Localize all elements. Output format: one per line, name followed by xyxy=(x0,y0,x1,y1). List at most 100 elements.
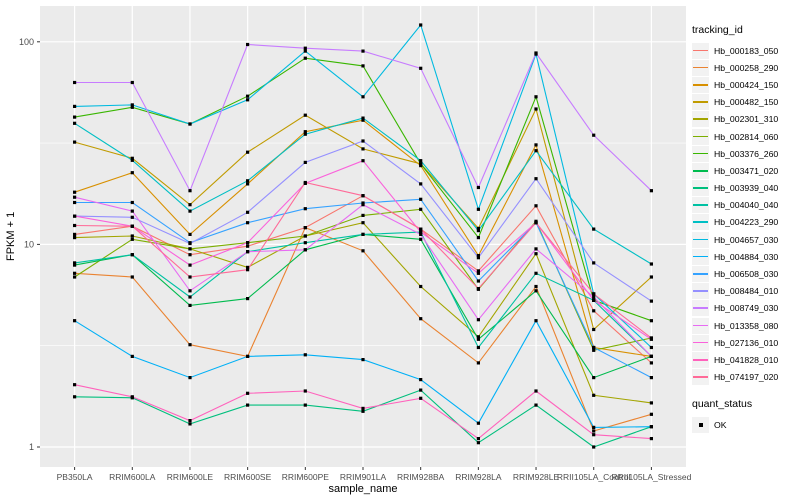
data-point xyxy=(361,95,365,99)
data-point xyxy=(188,275,192,279)
data-point xyxy=(188,203,192,207)
data-point xyxy=(476,318,480,322)
data-point xyxy=(188,343,192,347)
legend-key-swatch xyxy=(692,317,709,334)
data-point xyxy=(419,230,423,234)
legend-key-line xyxy=(693,49,708,52)
legend-entry-label: Hb_008749_030 xyxy=(714,303,779,314)
data-point xyxy=(303,160,307,164)
data-point xyxy=(361,116,365,120)
data-point xyxy=(592,298,596,302)
legend-entry-hb_002301_310: Hb_002301_310 xyxy=(692,111,798,128)
x-tick-label: RRIM600LA xyxy=(109,472,156,482)
data-point xyxy=(649,319,653,323)
data-point xyxy=(246,268,250,272)
data-point xyxy=(361,159,365,163)
data-point xyxy=(303,207,307,211)
data-point xyxy=(419,378,423,382)
data-point xyxy=(649,361,653,365)
data-point xyxy=(73,223,77,228)
legend-entry-hb_000258_290: Hb_000258_290 xyxy=(692,59,798,76)
data-point xyxy=(592,261,596,265)
legend2-entries: OK xyxy=(692,416,798,433)
data-point xyxy=(419,207,423,211)
legend-entry-label: Hb_002814_060 xyxy=(714,131,779,142)
data-point xyxy=(592,348,596,352)
data-point xyxy=(476,421,480,425)
legend-entry-label: Hb_000424_150 xyxy=(714,79,779,90)
data-point xyxy=(303,353,307,357)
legend-entry-hb_004040_040: Hb_004040_040 xyxy=(692,197,798,214)
data-point xyxy=(246,42,250,47)
data-point xyxy=(246,150,250,154)
data-point xyxy=(534,143,538,147)
legend-key-line xyxy=(693,66,708,69)
data-point xyxy=(419,396,423,400)
data-point xyxy=(649,275,653,279)
data-point xyxy=(419,284,423,289)
data-point xyxy=(649,299,653,303)
data-point xyxy=(73,121,77,125)
x-tick-label: RRII105LA_Stressed xyxy=(611,472,691,482)
data-point xyxy=(534,51,538,55)
data-point xyxy=(303,46,307,50)
data-point xyxy=(246,241,250,245)
data-point xyxy=(361,221,365,225)
data-point xyxy=(476,335,480,339)
legend-key-swatch xyxy=(692,162,709,179)
legend-key-swatch xyxy=(692,94,709,111)
data-point xyxy=(592,345,596,350)
legend-key-line xyxy=(693,290,708,292)
data-point xyxy=(419,237,423,241)
legend-key-swatch xyxy=(692,180,709,197)
data-point xyxy=(188,241,192,246)
data-point xyxy=(419,227,423,231)
data-point xyxy=(303,49,307,53)
data-point xyxy=(476,271,480,275)
data-point xyxy=(649,189,653,193)
data-point xyxy=(649,376,653,380)
legend-quant-status: quant_status OK xyxy=(692,398,798,433)
data-point xyxy=(361,409,365,413)
data-point xyxy=(73,275,77,279)
y-tick-label: 100 xyxy=(19,37,34,47)
data-point xyxy=(188,289,192,293)
data-point xyxy=(419,232,423,236)
data-point xyxy=(361,194,365,198)
legend-key-swatch xyxy=(692,266,709,283)
data-point xyxy=(534,95,538,99)
data-point xyxy=(188,419,192,423)
legend-entry-hb_027136_010: Hb_027136_010 xyxy=(692,334,798,351)
legend-entry-hb_000183_050: Hb_000183_050 xyxy=(692,42,798,59)
legend-key-line xyxy=(693,376,708,378)
data-point xyxy=(361,64,365,68)
legend-title: tracking_id xyxy=(692,24,743,36)
data-point xyxy=(476,226,480,230)
legend-entry-label: Hb_006508_030 xyxy=(714,269,779,280)
y-tick-label: 10 xyxy=(24,239,34,249)
data-point xyxy=(361,213,365,217)
data-point xyxy=(130,200,134,205)
data-point xyxy=(419,182,423,186)
data-point xyxy=(130,224,134,228)
data-point xyxy=(534,389,538,393)
data-point xyxy=(303,248,307,252)
data-point xyxy=(188,376,192,380)
data-point xyxy=(649,425,653,429)
data-point xyxy=(592,295,596,299)
legend-entry-label: Hb_004884_030 xyxy=(714,251,779,262)
data-point xyxy=(130,237,134,241)
legend-key-line xyxy=(693,273,708,275)
data-point xyxy=(534,204,538,208)
data-point xyxy=(188,247,192,251)
legend-key-swatch xyxy=(692,214,709,231)
data-point xyxy=(246,391,250,395)
data-point xyxy=(130,156,134,160)
data-point xyxy=(188,232,192,236)
legend-entry-hb_074197_020: Hb_074197_020 xyxy=(692,369,798,386)
data-point xyxy=(73,263,77,267)
legend-key-line xyxy=(693,358,708,361)
data-point xyxy=(476,345,480,350)
x-tick-label: RRIM600SE xyxy=(224,472,272,482)
data-point xyxy=(419,23,423,27)
